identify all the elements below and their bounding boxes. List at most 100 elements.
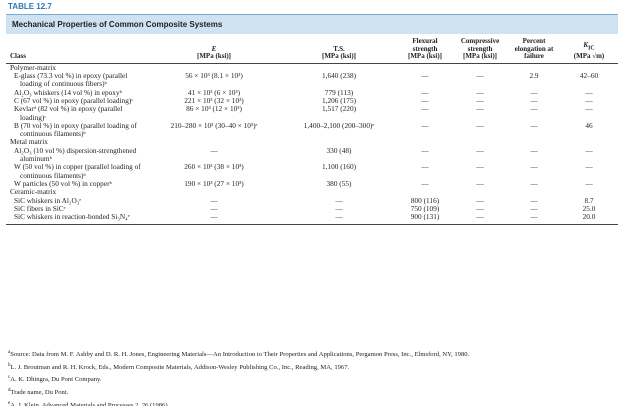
value-cell: — [530, 145, 538, 155]
class-cell: E-glass (73.3 vol %) in epoxy (parallel … [14, 71, 128, 89]
value-cell: — [476, 145, 484, 155]
value-cell: — [421, 162, 429, 172]
footnote-mark: a [8, 350, 11, 355]
value-cell: — [476, 71, 484, 81]
value-cell: — [421, 95, 429, 105]
footnote: bL. J. Broutman and R. H. Krock, Eds., M… [8, 361, 616, 374]
header-cell: Flexural strength [MPa (ksi)] [398, 37, 452, 64]
value-cell: 190 × 10³ (27 × 10³) [184, 178, 244, 188]
class-cell: SiC fibers in SiCᵉ [14, 203, 66, 213]
value-cell: — [585, 145, 593, 155]
data-row: C (67 vol %) in epoxy (parallel loading)… [6, 95, 618, 105]
data-row: SiC fibers in SiCᵉ — — 750 (109) — — 25.0 [6, 203, 618, 213]
data-row: Al₂O₃ (10 vol %) dispersion-strengthened… [6, 145, 618, 164]
value-cell: — [452, 213, 508, 226]
class-cell: SiC whiskers in Al₂O₃ᵉ [14, 195, 82, 205]
header-unit: [MPa (ksi)] [407, 52, 443, 61]
header-cell: Percent elongation at failure [508, 37, 560, 64]
value-cell: 1,517 (220) [321, 104, 357, 114]
header-cell: KIC (MPa √m) [560, 38, 618, 64]
value-cell: 380 (55) [326, 178, 352, 188]
value-cell: — [476, 162, 484, 172]
value-cell: 2.9 [529, 71, 539, 81]
value-cell: — [585, 87, 593, 97]
class-cell: C (67 vol %) in epoxy (parallel loading)… [14, 95, 134, 105]
footnote-mark: c [8, 375, 11, 381]
class-cell: W particles (50 vol %) in copperᵇ [14, 178, 112, 188]
value-cell: 1,640 (238) [321, 71, 357, 81]
group-name: Metal matrix [10, 137, 48, 147]
footnote-mark: e [8, 400, 11, 406]
value-cell: — [585, 162, 593, 172]
value-cell: 1,206 (175) [321, 95, 357, 105]
header-unit: [MPa (ksi)] [196, 52, 232, 61]
header-cell: E [MPa (ksi)] [148, 38, 280, 64]
header-text: Compressive strength [460, 37, 500, 53]
data-row: Al₂O₃ whiskers (14 vol %) in epoxyᵇ 41 × … [6, 87, 618, 97]
value-cell: 1,100 (160) [321, 162, 357, 172]
value-cell: 8.7 [584, 195, 594, 205]
footnote: cA. K. Dhingra, Du Pont Company. [8, 373, 616, 386]
data-row: W (50 vol %) in copper (parallel loading… [6, 163, 618, 180]
value-cell: — [530, 87, 538, 97]
header-symbol: E [211, 44, 217, 53]
group-row: Polymer-matrix [6, 63, 618, 72]
footnote-text: Trade name, Du Pont. [10, 389, 69, 397]
value-cell: — [421, 120, 429, 130]
value-cell: — [476, 120, 484, 130]
class-cell: B (70 vol %) in epoxy (parallel loading … [14, 120, 137, 139]
header-unit: [MPa (ksi)] [462, 52, 498, 61]
value-cell: — [210, 195, 218, 205]
table-body: Polymer-matrix E-glass (73.3 vol %) in ep… [6, 63, 618, 226]
value-cell: 750 (109) [410, 203, 440, 213]
value-cell: — [508, 213, 560, 226]
data-row: B (70 vol %) in epoxy (parallel loading … [6, 120, 618, 139]
footnote-text: A. J. Klein, Advanced Materials and Proc… [10, 401, 170, 406]
group-row: Metal matrix [6, 137, 618, 147]
data-row: W particles (50 vol %) in copperᵇ 190 × 1… [6, 178, 618, 188]
value-cell: — [530, 162, 538, 172]
value-cell: — [280, 213, 398, 226]
footnote-mark: b [8, 362, 11, 368]
data-row: SiC whiskers in reaction-bonded Si₃N₄ᵉ — —… [6, 213, 618, 226]
value-cell: 260 × 10³ (38 × 10³) [184, 162, 244, 172]
table-title: Mechanical Properties of Common Composit… [6, 14, 618, 34]
value-cell: 779 (113) [324, 87, 354, 97]
value-cell: — [476, 178, 484, 188]
value-cell: — [148, 213, 280, 226]
header-unit: [MPa (ksi)] [321, 52, 357, 61]
value-cell: 221 × 10³ (32 × 10³) [184, 95, 244, 105]
class-cell: Al₂O₃ (10 vol %) dispersion-strengthened… [14, 145, 137, 164]
value-cell: 210–280 × 10³ (30–40 × 10³)ᵉ [170, 120, 258, 130]
header-unit: (MPa √m) [573, 52, 605, 61]
value-cell: 330 (48) [326, 145, 352, 155]
footnote: eA. J. Klein, Advanced Materials and Pro… [8, 399, 616, 406]
header-row: Class E [MPa (ksi)] T.S. [MPa (ksi)] Flexu… [6, 37, 618, 64]
class-cell: SiC whiskers in reaction-bonded Si₃N₄ᵉ [6, 213, 148, 226]
value-cell: — [476, 203, 484, 213]
header-symbol: K [583, 41, 589, 50]
value-cell: — [335, 203, 343, 213]
footnote-mark: d [8, 388, 11, 394]
value-cell: 42–60 [579, 71, 599, 81]
footnote-text: L. J. Broutman and R. H. Krock, Eds., Mo… [10, 363, 350, 371]
group-name: Polymer-matrix [10, 62, 57, 72]
footnote: aSource: Data from M. F. Ashby and D. R.… [8, 348, 616, 361]
value-cell: — [335, 195, 343, 205]
table: Class E [MPa (ksi)] T.S. [MPa (ksi)] Flexu… [6, 37, 618, 226]
table-label: TABLE 12.7 [8, 2, 52, 11]
value-cell: 56 × 10³ (8.1 × 10³) [185, 71, 243, 81]
value-cell: 46 [585, 120, 593, 130]
value-cell: — [476, 87, 484, 97]
class-cell: Kevlarᵈ (82 vol %) in epoxy (parallel lo… [14, 104, 123, 122]
value-cell: — [530, 178, 538, 188]
header-cell: Class [6, 38, 148, 64]
value-cell: — [530, 95, 538, 105]
value-cell: 41 × 10³ (6 × 10³) [187, 87, 241, 97]
value-cell: — [530, 195, 538, 205]
value-cell: — [421, 178, 429, 188]
value-cell: — [421, 87, 429, 97]
footnote-text: A. K. Dhingra, Du Pont Company. [10, 376, 102, 384]
value-cell: 25.0 [582, 203, 596, 213]
header-cell: Compressive strength [MPa (ksi)] [452, 37, 508, 64]
